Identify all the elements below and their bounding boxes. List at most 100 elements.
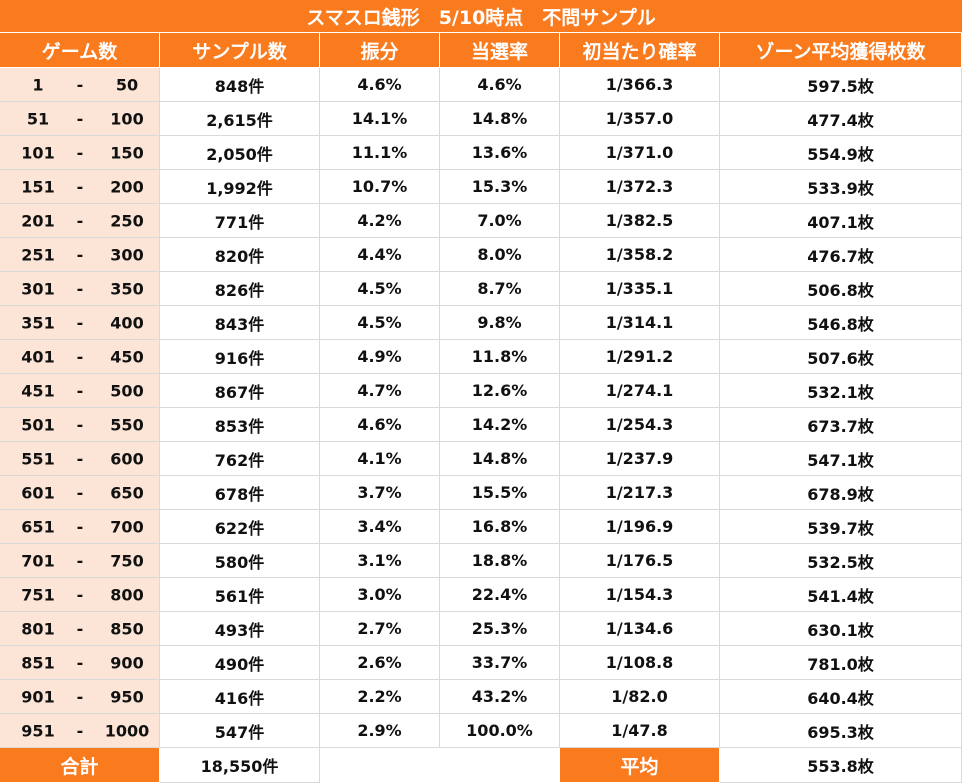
data-cell: 14.8% [440, 102, 560, 136]
data-cell: 533.9枚 [720, 170, 962, 204]
data-cell: 532.1枚 [720, 374, 962, 408]
data-cell: 507.6枚 [720, 340, 962, 374]
data-cell: 547件 [160, 714, 320, 748]
range-part: 450 [110, 347, 144, 367]
range-cell [0, 646, 160, 680]
data-cell: 11.1% [320, 136, 440, 170]
range-part: 600 [110, 449, 144, 469]
data-cell: 14.8% [440, 442, 560, 476]
range-part: 951 [21, 721, 55, 741]
data-cell: 14.2% [440, 408, 560, 442]
data-cell: 2,615件 [160, 102, 320, 136]
range-part: 150 [110, 143, 144, 163]
data-cell: 580件 [160, 544, 320, 578]
data-cell: 1/357.0 [560, 102, 720, 136]
range-part: 100 [110, 109, 144, 129]
total-label: 合計 [0, 748, 160, 783]
data-cell: 3.1% [320, 544, 440, 578]
data-cell: 4.6% [320, 408, 440, 442]
range-part: 201 [21, 211, 55, 231]
data-cell: 547.1枚 [720, 442, 962, 476]
range-cell [0, 680, 160, 714]
range-cell [0, 170, 160, 204]
range-part: 800 [110, 585, 144, 605]
data-cell: 678.9枚 [720, 476, 962, 510]
column-header: サンプル数 [160, 33, 320, 68]
range-part: - [76, 347, 84, 367]
range-part: - [76, 517, 84, 537]
data-cell: 916件 [160, 340, 320, 374]
range-cell [0, 408, 160, 442]
data-cell: 1/314.1 [560, 306, 720, 340]
data-cell: 2.9% [320, 714, 440, 748]
range-cell [0, 238, 160, 272]
range-part: 601 [21, 483, 55, 503]
data-cell: 2.2% [320, 680, 440, 714]
range-part: 451 [21, 381, 55, 401]
range-part: 950 [110, 687, 144, 707]
data-cell: 15.5% [440, 476, 560, 510]
data-cell: 1/358.2 [560, 238, 720, 272]
range-part: 51 [26, 109, 50, 129]
data-cell: 826件 [160, 272, 320, 306]
data-cell: 640.4枚 [720, 680, 962, 714]
range-part: 1000 [104, 721, 150, 741]
range-part: - [76, 415, 84, 435]
data-cell: 1/82.0 [560, 680, 720, 714]
range-part: - [76, 687, 84, 707]
range-cell [0, 578, 160, 612]
range-cell [0, 136, 160, 170]
data-cell: 416件 [160, 680, 320, 714]
data-cell: 4.5% [320, 272, 440, 306]
data-cell: 781.0枚 [720, 646, 962, 680]
range-part: 400 [110, 313, 144, 333]
data-cell: 1/196.9 [560, 510, 720, 544]
data-cell: 1/335.1 [560, 272, 720, 306]
range-cell [0, 204, 160, 238]
data-cell: 2,050件 [160, 136, 320, 170]
data-cell: 9.8% [440, 306, 560, 340]
data-cell: 16.8% [440, 510, 560, 544]
data-cell: 561件 [160, 578, 320, 612]
range-part: 250 [110, 211, 144, 231]
range-part: - [76, 483, 84, 503]
range-part: - [76, 551, 84, 571]
range-cell [0, 714, 160, 748]
range-part: - [76, 381, 84, 401]
data-cell: 43.2% [440, 680, 560, 714]
range-part: 300 [110, 245, 144, 265]
data-cell: 843件 [160, 306, 320, 340]
range-cell [0, 102, 160, 136]
column-header: 初当たり確率 [560, 33, 720, 68]
range-part: 700 [110, 517, 144, 537]
column-header: 当選率 [440, 33, 560, 68]
data-cell: 8.0% [440, 238, 560, 272]
range-part: - [76, 653, 84, 673]
range-part: 351 [21, 313, 55, 333]
average-label: 平均 [560, 748, 720, 783]
range-part: - [76, 211, 84, 231]
range-part: - [76, 177, 84, 197]
data-cell: 867件 [160, 374, 320, 408]
range-cell [0, 374, 160, 408]
data-cell: 762件 [160, 442, 320, 476]
range-part: - [76, 313, 84, 333]
data-cell: 490件 [160, 646, 320, 680]
data-cell: 554.9枚 [720, 136, 962, 170]
range-part: 1 [32, 75, 44, 95]
range-part: - [76, 75, 84, 95]
data-cell: 695.3枚 [720, 714, 962, 748]
range-cell [0, 442, 160, 476]
data-cell: 541.4枚 [720, 578, 962, 612]
data-cell: 771件 [160, 204, 320, 238]
data-cell: 678件 [160, 476, 320, 510]
range-part: 751 [21, 585, 55, 605]
data-cell: 1/366.3 [560, 68, 720, 102]
data-cell: 4.9% [320, 340, 440, 374]
data-cell: 1/382.5 [560, 204, 720, 238]
data-cell: 1/254.3 [560, 408, 720, 442]
range-part: - [76, 585, 84, 605]
range-part: 101 [21, 143, 55, 163]
range-part: 401 [21, 347, 55, 367]
range-part: - [76, 245, 84, 265]
